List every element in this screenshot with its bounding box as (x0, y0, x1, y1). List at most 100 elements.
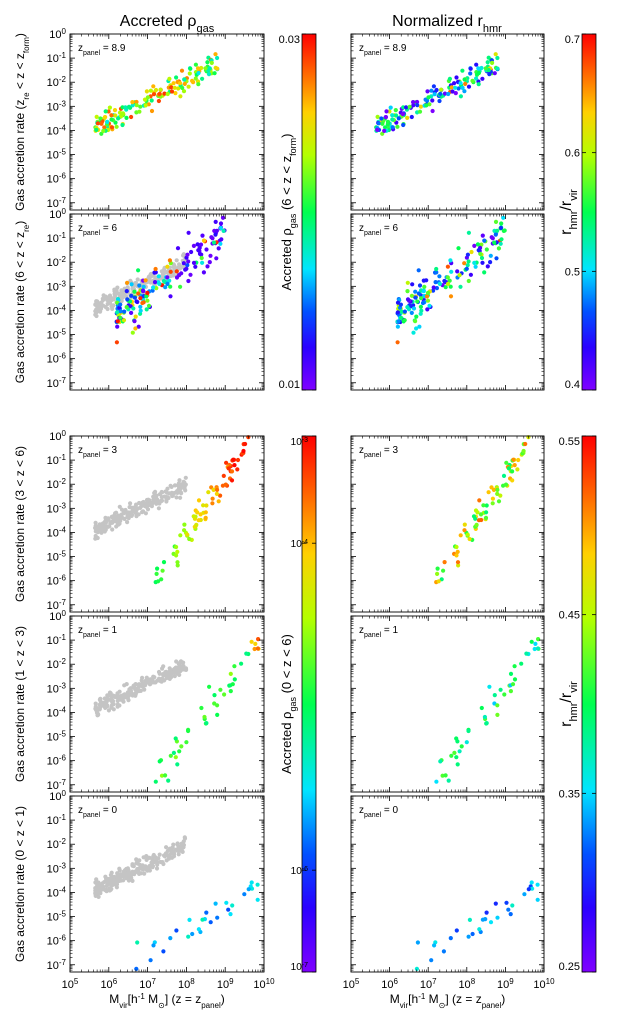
data-point (125, 280, 130, 285)
data-point (188, 272, 193, 277)
data-point (171, 81, 176, 86)
data-point (479, 705, 484, 711)
gray-point (162, 678, 167, 683)
data-point (99, 121, 104, 126)
data-point (481, 503, 486, 508)
data-point (208, 920, 213, 925)
gray-point (164, 858, 169, 863)
data-point (159, 773, 165, 778)
data-point (132, 289, 137, 294)
data-point (199, 255, 204, 261)
data-point (229, 469, 235, 474)
data-point (454, 553, 459, 558)
data-point (426, 95, 431, 100)
data-point (491, 487, 496, 492)
gray-point (125, 874, 130, 879)
data-point (213, 232, 218, 237)
data-point (487, 72, 492, 77)
data-point (484, 721, 489, 726)
data-point (122, 309, 127, 314)
y-axis (351, 33, 544, 209)
gray-point (135, 277, 140, 282)
data-point (390, 113, 395, 118)
data-point (199, 705, 204, 711)
data-point (186, 259, 191, 264)
data-point (168, 936, 173, 941)
data-point (185, 532, 190, 537)
gray-point (143, 864, 148, 869)
gray-point (93, 526, 98, 531)
data-point (174, 544, 179, 550)
x-tick-label: 1010 (253, 977, 275, 992)
gray-point (149, 860, 154, 865)
data-point (397, 305, 403, 310)
data-point (529, 639, 534, 644)
data-point (462, 528, 467, 533)
data-point (470, 931, 475, 937)
y-tick-label: 10-1 (47, 51, 67, 66)
data-point (431, 285, 436, 290)
data-point (438, 759, 443, 764)
y-axis (351, 795, 544, 971)
data-point (228, 689, 233, 694)
data-point (430, 98, 435, 103)
data-point (535, 882, 540, 887)
data-point (136, 268, 141, 273)
gray-point (170, 493, 175, 499)
gray-point (112, 287, 117, 292)
data-point (446, 778, 451, 783)
data-point (390, 117, 395, 122)
data-point (220, 215, 226, 220)
data-point (98, 116, 103, 121)
data-point (495, 66, 500, 71)
data-point (189, 249, 194, 255)
data-point (205, 60, 210, 65)
gray-point (99, 528, 104, 533)
data-point (153, 270, 158, 275)
data-point (133, 314, 138, 319)
data-point (198, 512, 203, 517)
points (93, 215, 227, 345)
points (434, 637, 541, 784)
data-point (462, 89, 467, 94)
data-point (460, 85, 465, 90)
data-point (448, 294, 454, 299)
data-point (390, 125, 395, 130)
data-point (121, 318, 127, 323)
data-point (216, 499, 221, 504)
zpanel-label: zpanel = 1 (359, 625, 399, 639)
gray-point (130, 691, 135, 696)
data-point (153, 87, 159, 93)
gray-point (93, 529, 98, 534)
data-point (144, 89, 149, 94)
data-point (471, 514, 477, 519)
gray-point (98, 702, 103, 707)
data-point (103, 115, 108, 120)
data-point (133, 326, 138, 331)
data-point (135, 940, 140, 945)
data-point (506, 466, 511, 471)
data-point (450, 89, 455, 94)
data-point (252, 646, 257, 652)
data-point (200, 917, 205, 922)
data-point (432, 943, 437, 948)
panel-frame (69, 213, 265, 391)
gray-point (141, 681, 146, 686)
gray-point (98, 699, 103, 704)
data-point (132, 319, 137, 324)
data-point (166, 778, 171, 783)
gray-point (181, 660, 186, 665)
panel-frame (350, 435, 545, 613)
data-point (144, 294, 149, 299)
data-point (382, 128, 387, 133)
data-point (167, 278, 172, 283)
data-point (125, 297, 130, 302)
gray-point (176, 852, 181, 857)
data-point (492, 71, 497, 76)
data-point (148, 88, 153, 93)
data-point (484, 910, 489, 915)
data-point (134, 299, 139, 304)
data-point (249, 886, 255, 891)
data-point (420, 300, 426, 306)
